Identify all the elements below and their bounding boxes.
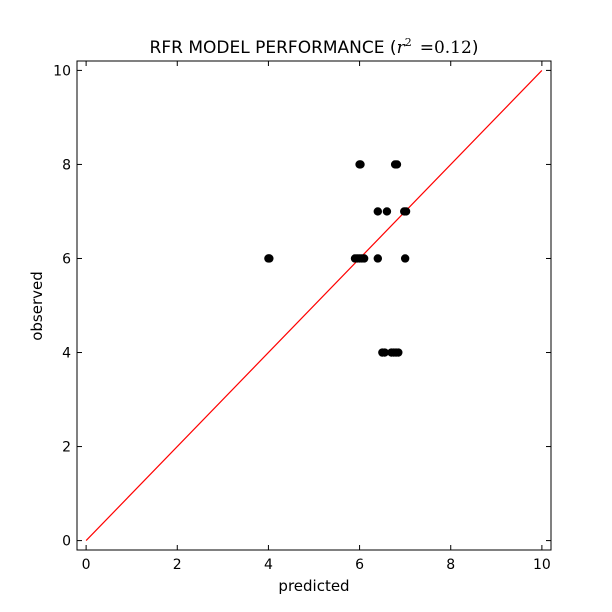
- x-tick-label: 10: [533, 557, 551, 573]
- reference-line: [85, 69, 543, 542]
- x-tick-label: 4: [264, 557, 273, 573]
- data-point: [373, 207, 383, 216]
- data-point: [382, 207, 392, 216]
- x-tick-label: 6: [355, 557, 364, 573]
- y-axis-label: observed: [28, 271, 46, 341]
- y-tick-label: 0: [62, 534, 71, 550]
- y-tick-label: 2: [62, 440, 71, 456]
- data-point: [265, 254, 274, 263]
- x-tick-label: 0: [82, 557, 91, 573]
- y-tick-label: 8: [62, 157, 71, 173]
- chart-title-text: RFR MODEL PERFORMANCE: [150, 38, 385, 58]
- data-point: [359, 254, 369, 263]
- y-axis-ticks: 0 2 4 6 8 10: [53, 63, 551, 550]
- data-point: [401, 207, 411, 216]
- x-axis-ticks: 0 2 4 6 8 10: [82, 61, 551, 573]
- data-point: [373, 254, 383, 263]
- title-math-var: r: [397, 38, 406, 58]
- title-math-value: =0.12: [420, 38, 472, 58]
- data-point: [356, 160, 365, 169]
- plot-area: [76, 60, 552, 551]
- y-tick-label: 6: [62, 251, 71, 267]
- data-point: [380, 348, 389, 357]
- x-tick-label: 8: [446, 557, 455, 573]
- x-tick-label: 2: [173, 557, 182, 573]
- title-math-exp: 2: [405, 36, 412, 49]
- y-tick-label: 4: [62, 346, 71, 362]
- data-point: [392, 160, 402, 169]
- data-point: [400, 254, 410, 263]
- x-axis-label: predicted: [278, 577, 349, 595]
- chart-title: RFR MODEL PERFORMANCE (r2 =0.12): [150, 36, 479, 58]
- plot-frame: [76, 60, 552, 551]
- data-point: [394, 348, 403, 357]
- y-tick-label: 10: [53, 63, 71, 79]
